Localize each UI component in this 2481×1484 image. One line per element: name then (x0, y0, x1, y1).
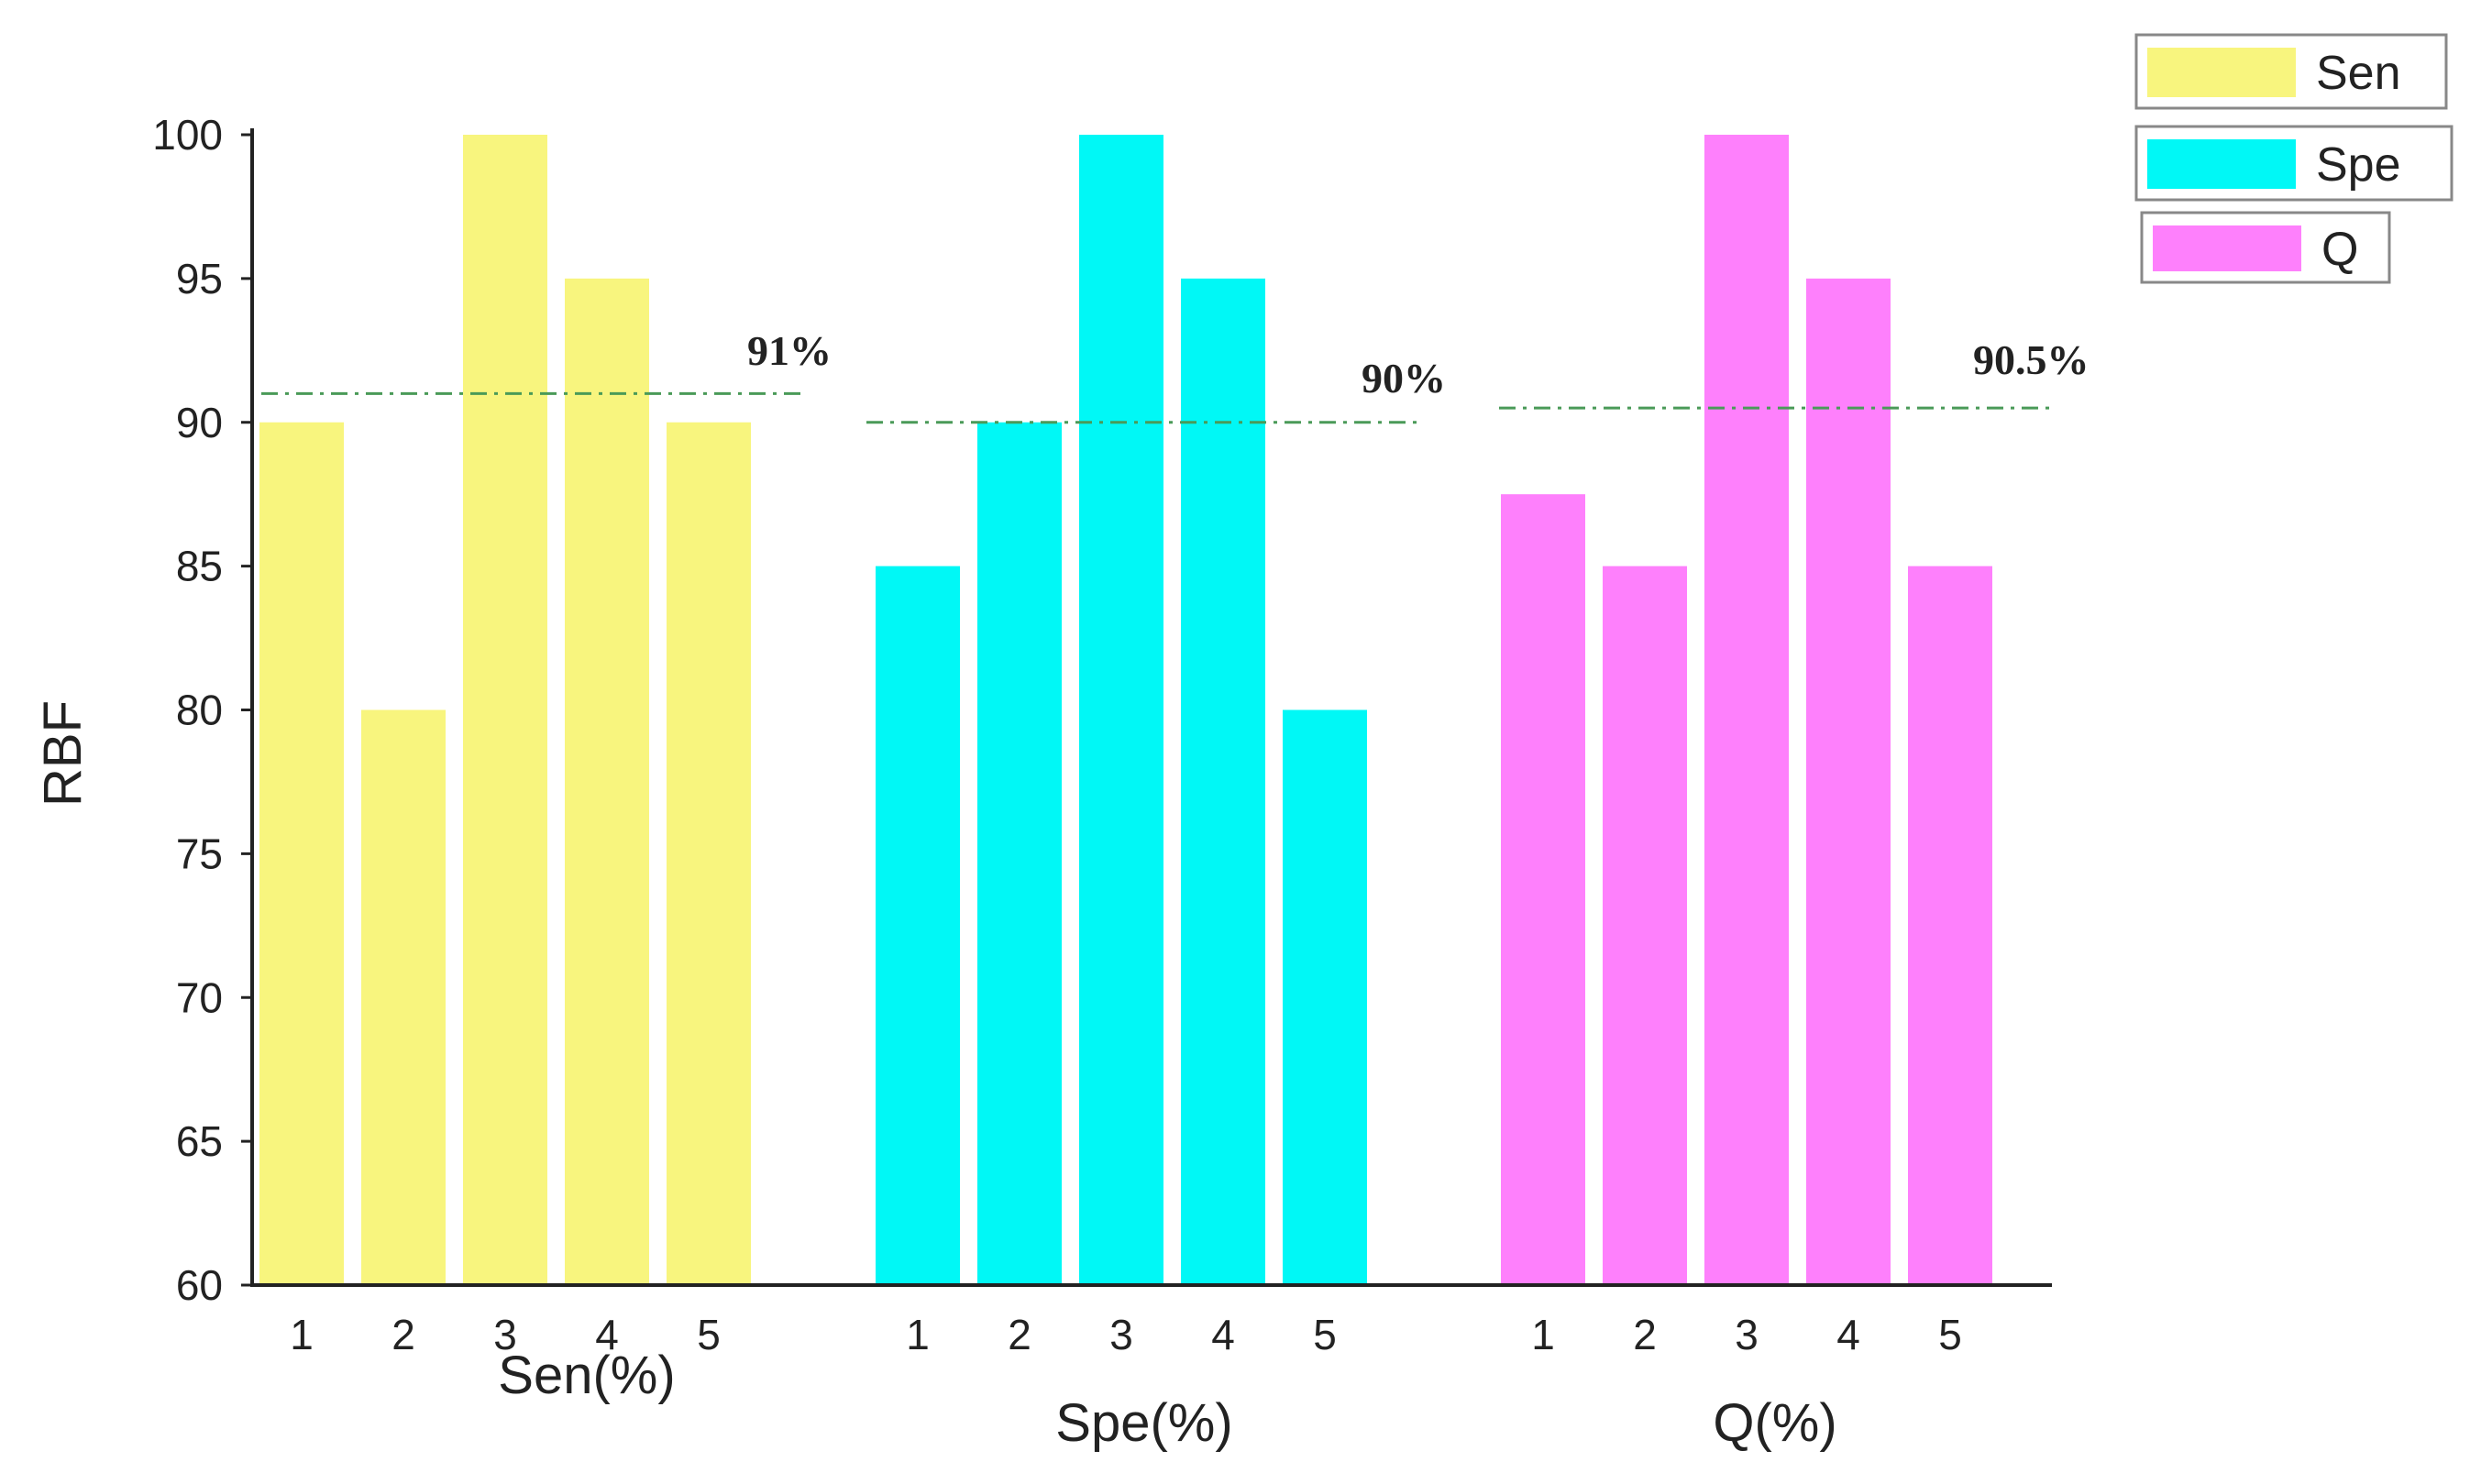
legend-item-sen: Sen (2134, 33, 2448, 110)
bar-spe-2 (977, 422, 1062, 1285)
x-tick-label: 5 (697, 1311, 721, 1358)
x-axis-title-spe: Spe(%) (1055, 1393, 1232, 1453)
bar-spe-1 (876, 566, 960, 1285)
bar-group-q (1501, 135, 1992, 1285)
bar-sen-3 (463, 135, 547, 1285)
x-tick-label: 1 (290, 1311, 314, 1358)
bar-q-3 (1704, 135, 1789, 1285)
bar-q-2 (1603, 566, 1687, 1285)
x-tick-label: 2 (1633, 1311, 1657, 1358)
x-tick-label: 3 (493, 1311, 517, 1358)
legend-item-spe: Spe (2134, 125, 2453, 202)
mean-lines-layer (261, 391, 2052, 424)
bar-spe-4 (1181, 278, 1265, 1285)
y-tick-label: 80 (176, 687, 223, 734)
y-tick-label: 90 (176, 399, 223, 446)
bar-sen-4 (565, 278, 649, 1285)
legend-label: Spe (2316, 138, 2401, 192)
y-tick-label: 70 (176, 973, 223, 1021)
x-tick-label: 5 (1938, 1311, 1962, 1358)
legend-swatch (2153, 225, 2301, 271)
y-tick-label: 100 (152, 111, 223, 159)
bar-spe-5 (1283, 709, 1367, 1285)
y-tick-label: 75 (176, 830, 223, 877)
x-tick-label: 2 (1008, 1311, 1031, 1358)
x-tick-label: 5 (1313, 1311, 1337, 1358)
legend-swatch (2147, 139, 2296, 189)
x-axis-title-q: Q(%) (1713, 1393, 1836, 1453)
bar-spe-3 (1079, 135, 1163, 1285)
bars-layer (259, 135, 1992, 1285)
bar-q-4 (1806, 278, 1891, 1285)
legend-label: Q (2321, 223, 2358, 276)
bar-sen-5 (667, 422, 751, 1285)
mean-label-sen: 91% (747, 327, 832, 374)
legend-item-q: Q (2140, 211, 2391, 284)
y-tick-label: 65 (176, 1117, 223, 1165)
bar-q-1 (1501, 494, 1585, 1285)
y-axis-title: RBF (33, 700, 93, 807)
x-tick-label: 3 (1109, 1311, 1133, 1358)
bar-sen-1 (259, 422, 344, 1285)
axes-layer (241, 128, 2052, 1287)
y-tick-label: 95 (176, 255, 223, 302)
x-tick-label: 4 (1836, 1311, 1860, 1358)
bar-group-spe (876, 135, 1367, 1285)
x-tick-label: 4 (1211, 1311, 1235, 1358)
x-axis-title-sen: Sen(%) (498, 1346, 675, 1405)
labels-layer: 1 2 3 4 5 91% Sen(%) 1 2 3 4 5 90% Spe(%) 1 2 3 4 5 90.5% Q(… (33, 111, 2090, 1453)
x-tick-label: 2 (391, 1311, 415, 1358)
y-tick-label: 60 (176, 1261, 223, 1309)
y-tick-label: 85 (176, 543, 223, 590)
mean-label-q: 90.5% (1973, 336, 2090, 383)
x-tick-label: 3 (1735, 1311, 1759, 1358)
legend-label: Sen (2316, 47, 2401, 100)
x-tick-label: 1 (906, 1311, 930, 1358)
legend: Sen Spe Q (2134, 33, 2453, 284)
x-tick-label: 4 (595, 1311, 619, 1358)
bar-sen-2 (361, 709, 446, 1285)
bar-group-sen (259, 135, 751, 1285)
mean-label-spe: 90% (1362, 355, 1446, 401)
bar-q-5 (1908, 566, 1992, 1285)
x-tick-label: 1 (1531, 1311, 1555, 1358)
legend-swatch (2147, 48, 2296, 97)
